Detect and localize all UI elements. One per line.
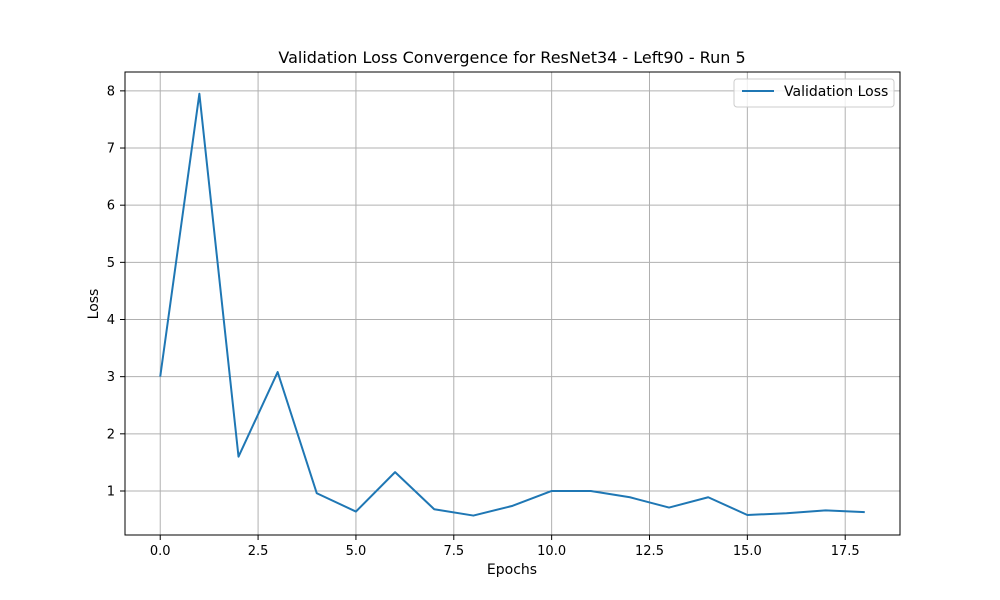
x-tick-label: 0.0 [150, 544, 171, 559]
legend: Validation Loss [733, 78, 895, 108]
x-tick-label: 2.5 [248, 544, 269, 559]
y-tick-label: 5 [107, 256, 115, 271]
legend-box [733, 78, 895, 108]
chart-title: Validation Loss Convergence for ResNet34… [278, 48, 745, 67]
y-tick-label: 2 [107, 427, 115, 442]
y-tick-label: 3 [107, 370, 115, 385]
legend-label: Validation Loss [784, 84, 888, 100]
x-tick-label: 10.0 [537, 544, 566, 559]
x-tick-label: 12.5 [635, 544, 664, 559]
y-axis: 1 2 3 4 5 6 7 8 [107, 84, 125, 499]
y-tick-label: 8 [107, 84, 115, 99]
y-tick-label: 7 [107, 142, 115, 157]
x-tick-label: 15.0 [733, 544, 762, 559]
x-axis-label: Epochs [487, 562, 537, 578]
y-axis-label: Loss [86, 289, 102, 320]
y-tick-label: 1 [107, 484, 115, 499]
series-line-validation-loss [159, 92, 865, 517]
x-axis: 0.0 2.5 5.0 7.5 10.0 12.5 15.0 17.5 [150, 535, 860, 559]
grid [125, 72, 900, 535]
x-tick-label: 5.0 [346, 544, 367, 559]
y-tick-label: 4 [107, 313, 115, 328]
y-tick-label: 6 [107, 199, 115, 214]
x-tick-label: 7.5 [443, 544, 464, 559]
plot-area [124, 71, 901, 536]
series-layer [159, 92, 865, 517]
x-tick-label: 17.5 [831, 544, 860, 559]
